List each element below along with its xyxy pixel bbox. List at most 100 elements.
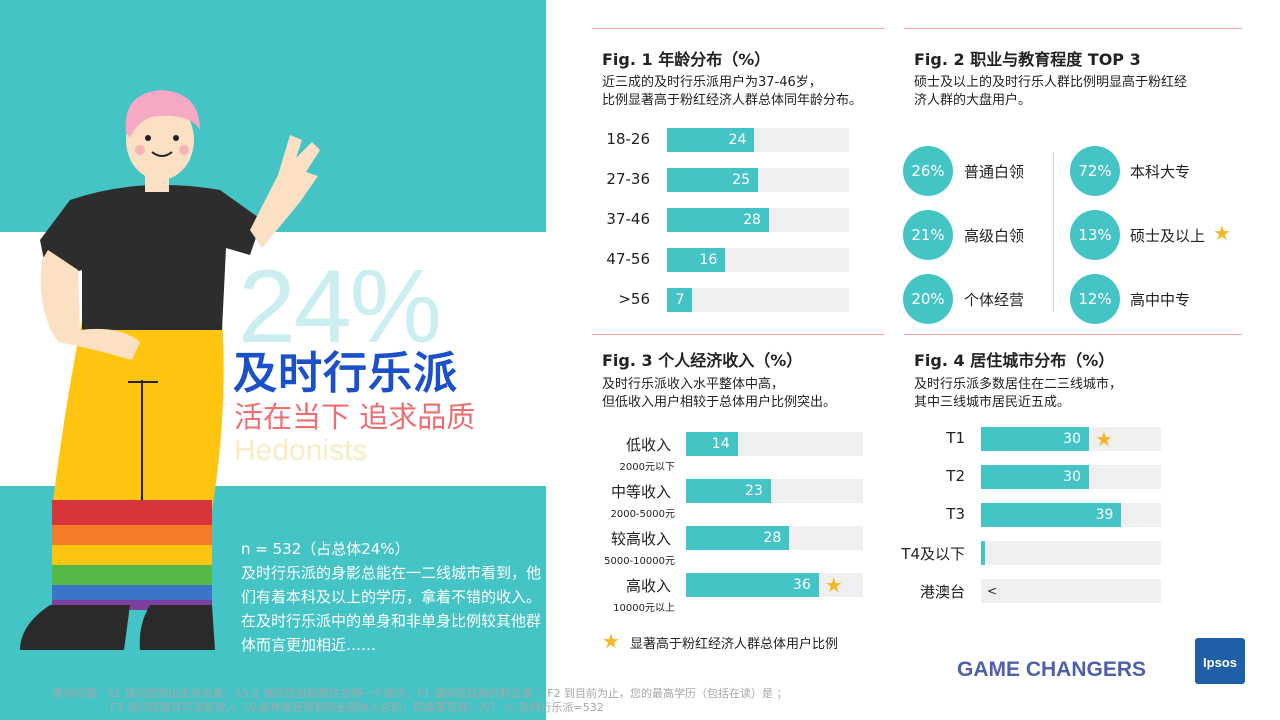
bar-label: T4及以下 [901, 545, 965, 563]
bar [981, 541, 985, 565]
bar: 36 [686, 573, 819, 597]
bar: 7 [667, 288, 693, 312]
education-2-label: 硕士及以上 [1130, 227, 1206, 245]
bar: 16 [667, 248, 726, 272]
fig3-title: Fig. 3 个人经济收入（%） [602, 351, 803, 370]
bar-label: T3 [946, 505, 965, 523]
bar-value-label: 28 [743, 212, 761, 228]
education-2-percent: 13% [1070, 210, 1120, 260]
sample-size: n = 532（占总体24%） [241, 540, 410, 558]
bar-label: T1 [946, 429, 965, 447]
fig1-description: 近三成的及时行乐派用户为37-46岁， 比例显著高于粉红经济人群总体同年龄分布。 [602, 75, 863, 108]
bar: 14 [686, 432, 738, 456]
fig4-title: Fig. 4 居住城市分布（%） [914, 351, 1115, 370]
bar-value-label: 30 [1063, 431, 1081, 447]
fig2-title: Fig. 2 职业与教育程度 TOP 3 [914, 50, 1141, 69]
bar-label: T2 [946, 467, 965, 485]
bar-track: 39 [981, 503, 1161, 527]
bar-label: 37-46 [606, 210, 650, 228]
bar-label: >56 [618, 290, 650, 308]
bar-label: 较高收入 [610, 530, 671, 548]
bar-label: 中等收入 [610, 483, 671, 501]
bar-label: 27-36 [606, 170, 650, 188]
bar-label: 47-56 [606, 250, 650, 268]
occupation-3-label: 个体经营 [964, 291, 1025, 309]
bar-track: 36 [686, 573, 863, 597]
occupation-1-percent: 26% [903, 146, 953, 196]
segment-english-name: Hedonists [234, 434, 368, 467]
bar-track: 30 [981, 465, 1161, 489]
bar-value-label: 30 [1063, 469, 1081, 485]
bar-value-label: 16 [699, 252, 718, 268]
segment-subtitle: 活在当下 追求品质 [234, 400, 476, 434]
pink-hair [125, 90, 200, 138]
description-text: 及时行乐派的身影总能在一二线城市看到，他们有着本科及以上的学历，拿着不错的收入。… [241, 564, 542, 654]
bar: 28 [686, 526, 790, 550]
occupation-3-percent: 20% [903, 274, 953, 324]
divider-fig4-top [904, 334, 1242, 335]
footnote-line-1: 提问问题：S1 请问您的出生年份是；S3-2 请问您当前居住在哪一个城市；F1 … [52, 687, 788, 700]
education-3-label: 高中中专 [1130, 291, 1191, 309]
divider-fig3-top [592, 334, 884, 335]
left-shoe [20, 605, 130, 650]
occupation-2-percent: 21% [903, 210, 953, 260]
education-1-percent: 72% [1070, 146, 1120, 196]
star-icon: ★ [1213, 221, 1231, 245]
education-3-percent: 12% [1070, 274, 1120, 324]
bar: 25 [667, 168, 758, 192]
bar-track: 28 [686, 526, 863, 550]
fig3-description: 及时行乐派收入水平整体中高， 但低收入用户相较于总体用户比例突出。 [602, 377, 837, 410]
education-1-label: 本科大专 [1130, 163, 1191, 181]
hero-percent-watermark: 24% [238, 249, 442, 365]
bar-track [981, 541, 1161, 565]
bar-value-label: 14 [711, 436, 730, 452]
divider-fig2-top [904, 28, 1242, 29]
left-arm [40, 250, 140, 360]
ipsos-logo: Ipsos [1195, 638, 1245, 684]
divider-fig1-top [592, 28, 884, 29]
bar-value-label: 28 [763, 530, 782, 546]
bar-label: 低收入 [625, 436, 671, 454]
bar-value-label: 39 [1095, 507, 1114, 523]
right-arm [250, 135, 320, 248]
fig4-description: 及时行乐派多数居住在二三线城市， 其中三线城市居民近五成。 [914, 377, 1123, 410]
segment-title: 及时行乐派 [233, 348, 458, 399]
fig2-column-divider [1053, 152, 1054, 312]
bar-track: 24 [667, 128, 849, 152]
segment-description: n = 532（占总体24%） 及时行乐派的身影总能在一二线城市看到，他们有着本… [241, 537, 541, 657]
bar: 28 [667, 208, 769, 232]
bar-sublabel: 5000-10000元 [604, 556, 675, 567]
bar-track: 30 [981, 427, 1161, 451]
bar-label: 高收入 [625, 577, 671, 595]
bar-value-label: 7 [675, 292, 685, 308]
bar-value-label: 24 [728, 132, 747, 148]
fig1-title: Fig. 1 年龄分布（%） [602, 50, 771, 69]
bar-label: 18-26 [606, 130, 650, 148]
bar: 23 [686, 479, 771, 503]
bar-label: 港澳台 [919, 583, 965, 601]
bar: 30 [981, 427, 1089, 451]
footnote-line-2: F3 请问您每月可支配收入（从各种途径得到的全部收入总和，包括零花钱）为？ n:… [110, 701, 604, 714]
brand-tagline: GAME CHANGERS [957, 658, 1147, 681]
bar-track: 16 [667, 248, 849, 272]
bar-track: 25 [667, 168, 849, 192]
fig2-description: 硕士及以上的及时行乐人群比例明显高于粉红经 济人群的大盘用户。 [914, 75, 1188, 108]
bar-sublabel: 2000-5000元 [610, 509, 675, 520]
bar-track: 28 [667, 208, 849, 232]
bar-track: 14 [686, 432, 863, 456]
bar-value-label: 25 [732, 172, 750, 188]
bar-value-label: 36 [792, 577, 811, 593]
right-shoe [139, 605, 215, 650]
bar: 30 [981, 465, 1089, 489]
bar-sublabel: 10000元以上 [613, 603, 675, 614]
legend-star-icon: ★ [602, 629, 620, 653]
bar-value-label: < [987, 584, 998, 598]
bar-track: 23 [686, 479, 863, 503]
occupation-2-label: 高级白领 [964, 227, 1025, 245]
bar-track: 7 [667, 288, 849, 312]
bar-sublabel: 2000元以下 [619, 462, 675, 473]
bar-track: < [981, 579, 1161, 603]
bar-value-label: 23 [744, 483, 763, 499]
star-icon: ★ [824, 573, 843, 597]
